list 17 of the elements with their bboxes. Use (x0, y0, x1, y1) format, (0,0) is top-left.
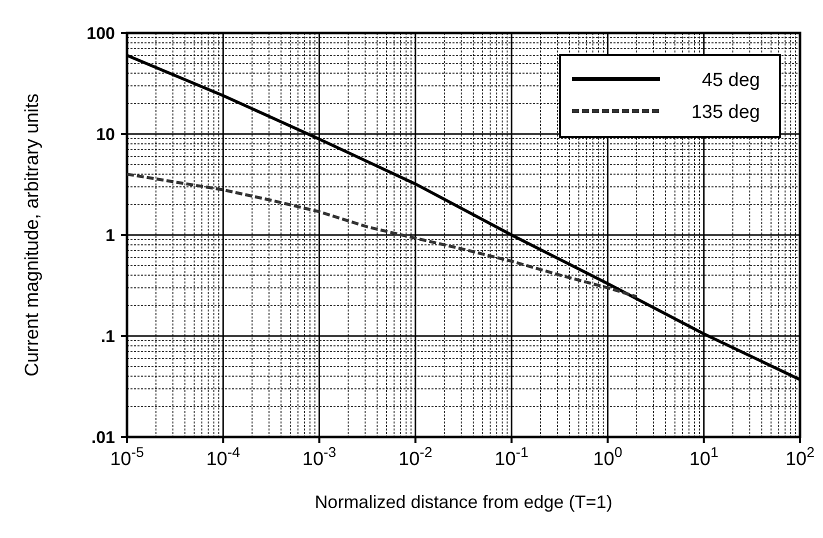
y-tick-label: 1 (106, 226, 115, 245)
legend-label: 45 deg (702, 70, 760, 91)
y-tick-label: .01 (91, 428, 115, 447)
y-tick-label: 100 (86, 24, 115, 43)
x-tick-label: 10$^{1}$ (689, 445, 718, 470)
x-tick-label: 10$^{2}$ (785, 445, 815, 470)
x-tick-label: 10$^{-4}$ (206, 445, 240, 470)
x-tick-label: 10$^{-1}$ (494, 445, 529, 470)
x-axis-title: Normalized distance from edge (T=1) (314, 492, 612, 512)
legend-label: 135 deg (691, 102, 760, 123)
x-tick-label: 10$^{0}$ (593, 445, 622, 470)
x-tick-label: 10$^{-5}$ (110, 445, 144, 470)
x-tick-label: 10$^{-2}$ (398, 445, 432, 470)
y-axis-title: Current magnitude, arbitrary units (22, 93, 43, 377)
y-tick-label: 10 (96, 125, 115, 144)
x-tick-label: 10$^{-3}$ (302, 445, 336, 470)
y-tick-label: .1 (100, 327, 115, 346)
